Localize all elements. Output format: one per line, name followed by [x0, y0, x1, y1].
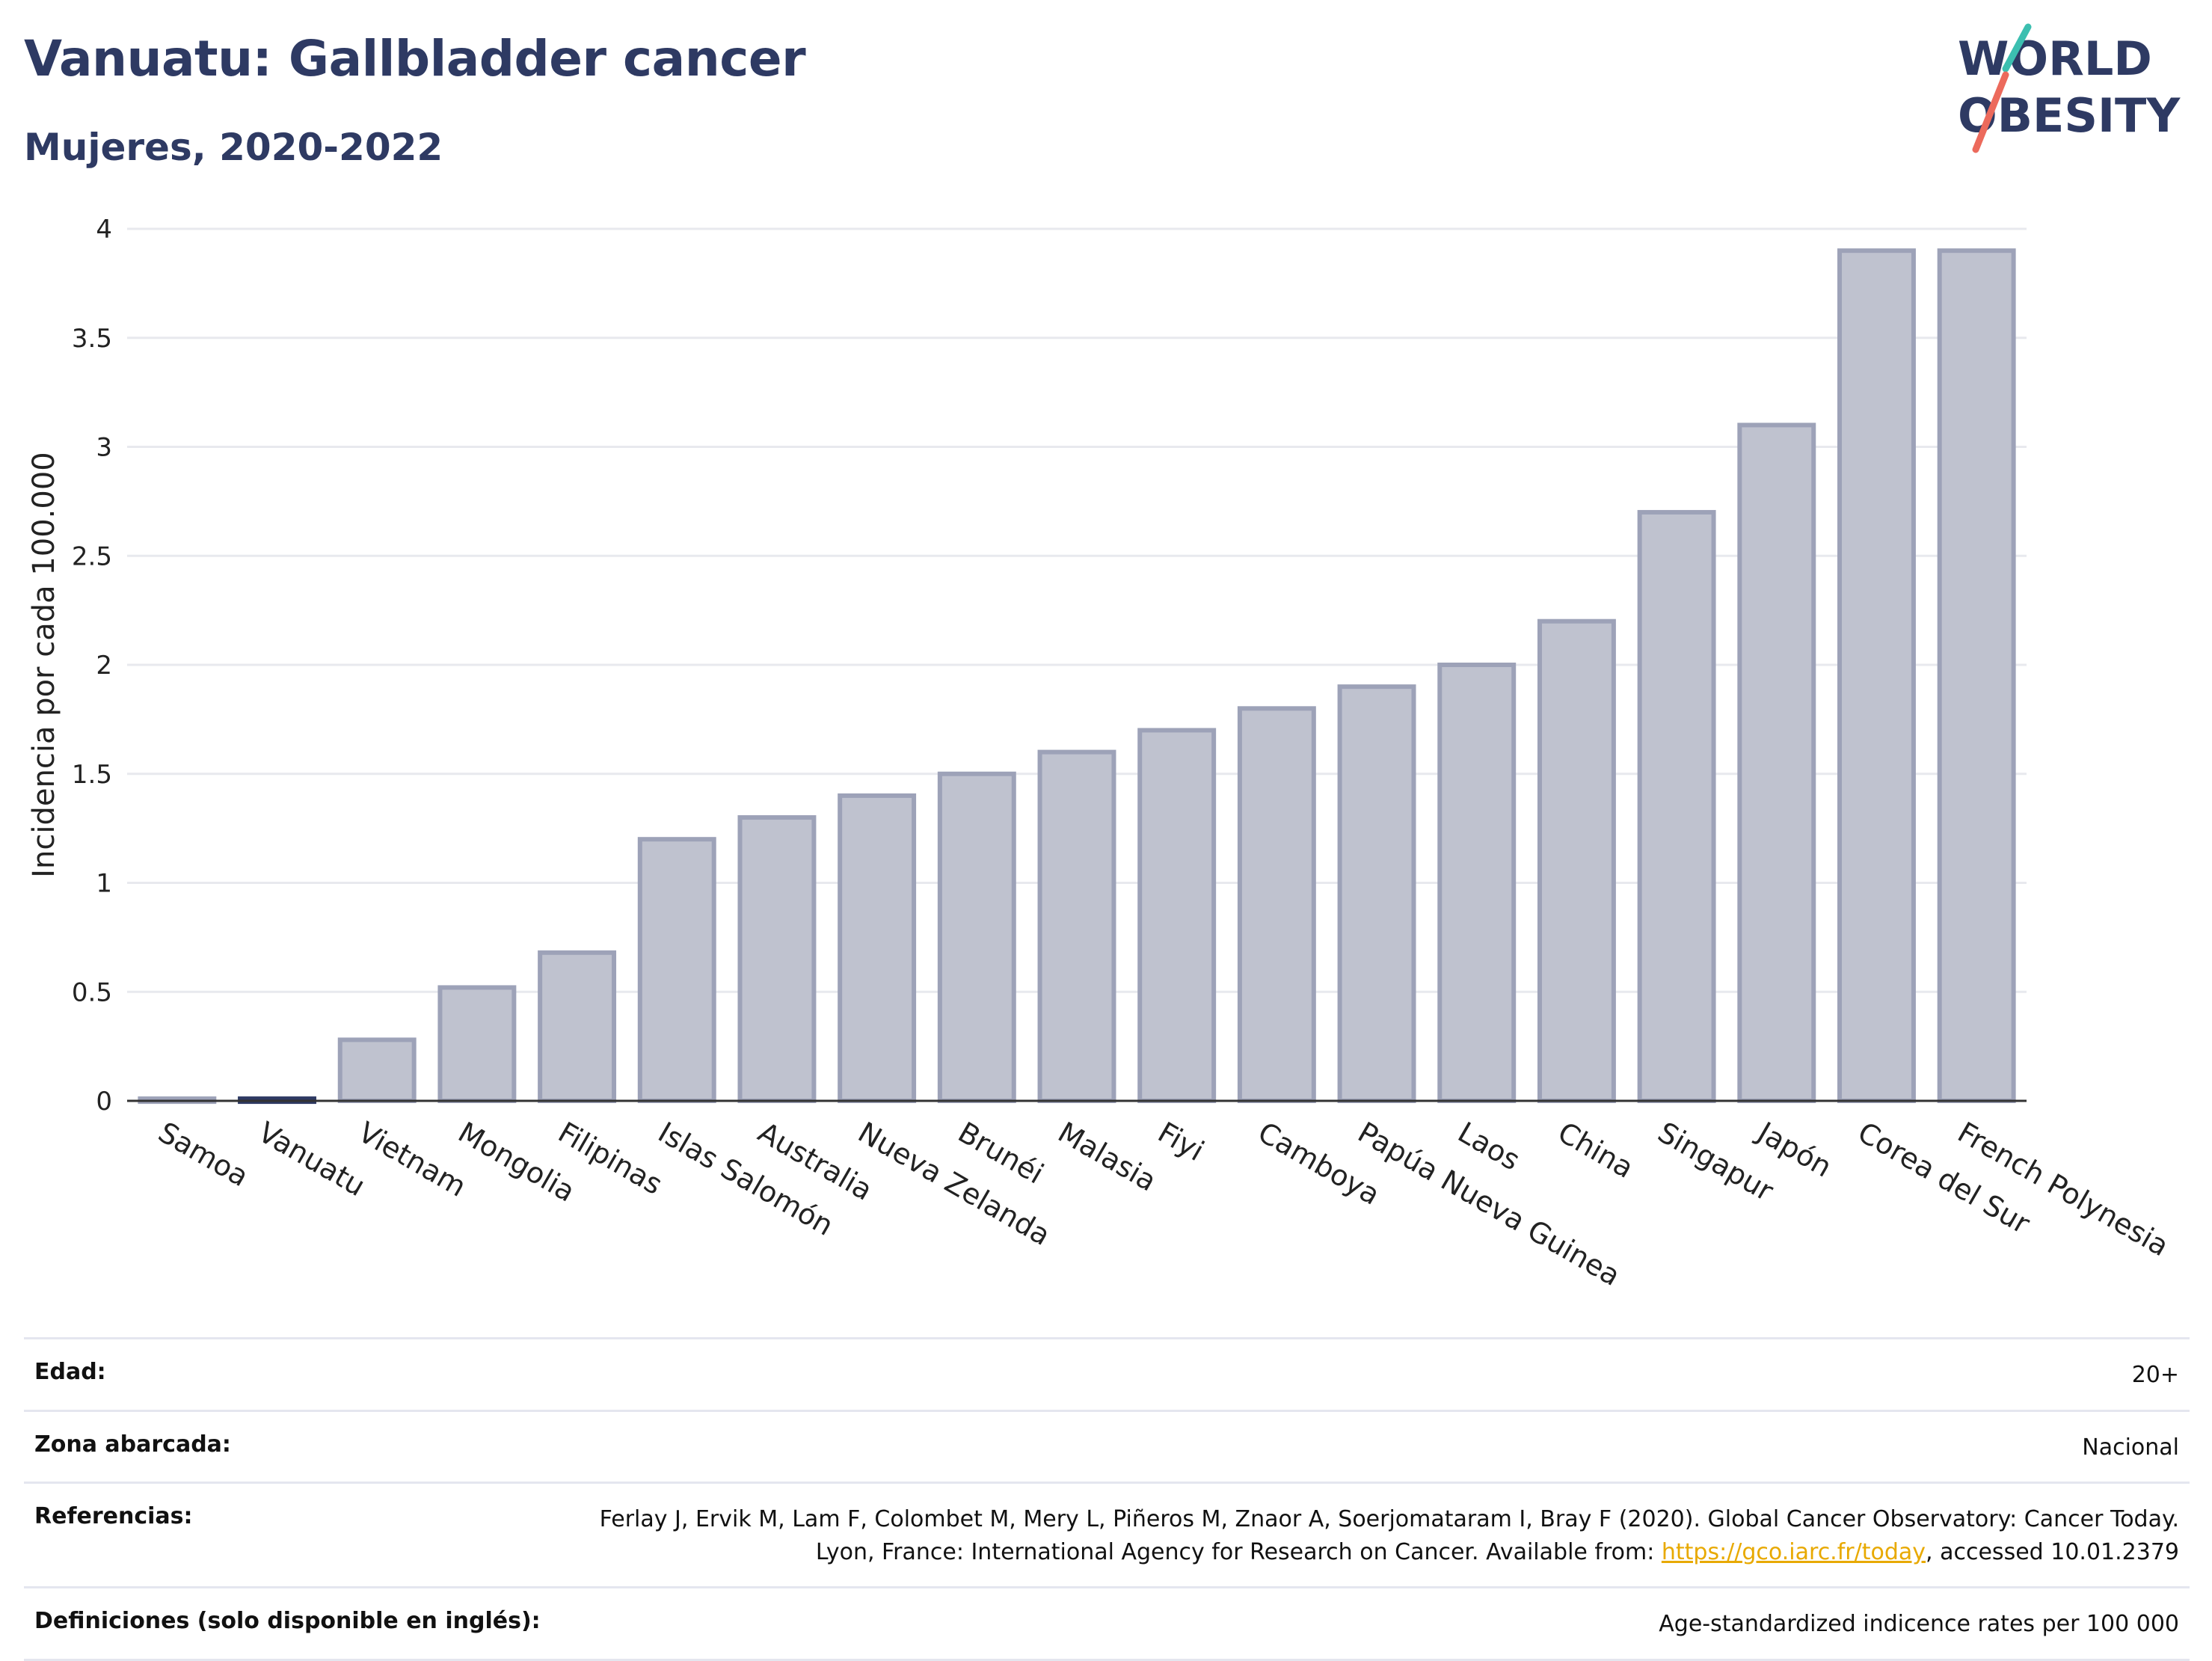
y-tick-label: 2: [96, 651, 112, 681]
x-tick-label: Vanuatu: [253, 1116, 371, 1203]
bar-brunéi[interactable]: [937, 771, 1016, 1103]
bar-filipinas[interactable]: [538, 950, 617, 1104]
info-value-reference: Ferlay J, Ervik M, Lam F, Colombet M, Me…: [534, 1503, 2179, 1568]
y-axis-ticks: 0 0.5 1 1.5 2 2.5 3 3.5 4: [72, 215, 112, 1117]
bar-china[interactable]: [1537, 618, 1616, 1103]
x-tick-label: Fiyi: [1152, 1116, 1209, 1167]
x-tick-label: Corea del Sur: [1852, 1116, 2036, 1241]
info-table: Edad: 20+ Zona abarcada: Nacional Refere…: [24, 1337, 2190, 1661]
logo-line1: WORLD: [1958, 31, 2152, 86]
y-tick-label: 1.5: [72, 760, 112, 790]
bar-chart: 0 0.5 1 1.5 2 2.5 3 3.5 4 SamoaVanuatuVietnamMon…: [27, 215, 2174, 1292]
bar-singapur[interactable]: [1637, 509, 1716, 1103]
info-label: Zona abarcada:: [34, 1431, 231, 1458]
bar-japón[interactable]: [1737, 423, 1816, 1103]
y-tick-label: 3.5: [72, 324, 112, 354]
bars: [138, 248, 2016, 1105]
x-tick-label: Samoa: [153, 1116, 254, 1194]
bar-islas-salomón[interactable]: [637, 837, 716, 1103]
bar-papúa-nueva-guinea[interactable]: [1337, 684, 1416, 1103]
logo-slash-teal: [2002, 23, 2032, 73]
bar-australia[interactable]: [737, 815, 817, 1104]
reference-text: Ferlay J, Ervik M, Lam F, Colombet M, Me…: [599, 1506, 2179, 1565]
info-value: Nacional: [2082, 1434, 2179, 1461]
x-axis-ticks: SamoaVanuatuVietnamMongoliaFilipinasIsla…: [153, 1115, 2174, 1292]
info-row-area: Zona abarcada: Nacional: [24, 1409, 2190, 1482]
x-tick-label: Laos: [1452, 1116, 1526, 1177]
bar-vietnam[interactable]: [337, 1037, 417, 1104]
bar-camboya[interactable]: [1237, 706, 1316, 1103]
bar-mongolia[interactable]: [437, 985, 517, 1104]
reference-accessed: , accessed 10.01.2379: [1926, 1538, 2179, 1565]
y-tick-label: 3: [96, 433, 112, 463]
info-label: Referencias:: [34, 1503, 193, 1529]
x-tick-label: Islas Salomón: [653, 1116, 839, 1242]
y-tick-label: 4: [96, 215, 112, 245]
x-tick-label: Vietnam: [353, 1116, 472, 1203]
bar-malasia[interactable]: [1037, 749, 1116, 1103]
x-tick-label: China: [1552, 1116, 1639, 1185]
info-value: 20+: [2131, 1362, 2179, 1388]
y-axis-label: Incidencia por cada 100.000: [27, 452, 61, 878]
bar-corea-del-sur[interactable]: [1837, 248, 1916, 1103]
page-title: Vanuatu: Gallbladder cancer: [24, 30, 806, 87]
bar-french-polynesia[interactable]: [1937, 248, 2016, 1103]
y-tick-label: 1: [96, 869, 112, 899]
y-tick-label: 0.5: [72, 977, 112, 1007]
info-row-age: Edad: 20+: [24, 1337, 2190, 1410]
info-row-references: Referencias: Ferlay J, Ervik M, Lam F, C…: [24, 1482, 2190, 1586]
bar-nueva-zelanda[interactable]: [838, 793, 917, 1104]
logo-slash-coral: [1972, 71, 2009, 153]
info-row-definitions: Definiciones (solo disponible en inglés)…: [24, 1586, 2190, 1661]
y-tick-label: 2.5: [72, 541, 112, 571]
world-obesity-logo[interactable]: WORLD OBESITY: [1952, 22, 2199, 157]
reference-link[interactable]: https://gco.iarc.fr/today: [1661, 1538, 1926, 1565]
page-subtitle: Mujeres, 2020-2022: [24, 126, 443, 169]
bar-laos[interactable]: [1437, 663, 1517, 1103]
info-label: Edad:: [34, 1359, 106, 1385]
bar-fiyi[interactable]: [1137, 728, 1217, 1103]
info-label: Definiciones (solo disponible en inglés)…: [34, 1608, 541, 1634]
info-value: Age-standardized indicence rates per 100…: [1659, 1611, 2179, 1637]
x-tick-label: Malasia: [1053, 1116, 1162, 1198]
y-tick-label: 0: [96, 1087, 112, 1117]
